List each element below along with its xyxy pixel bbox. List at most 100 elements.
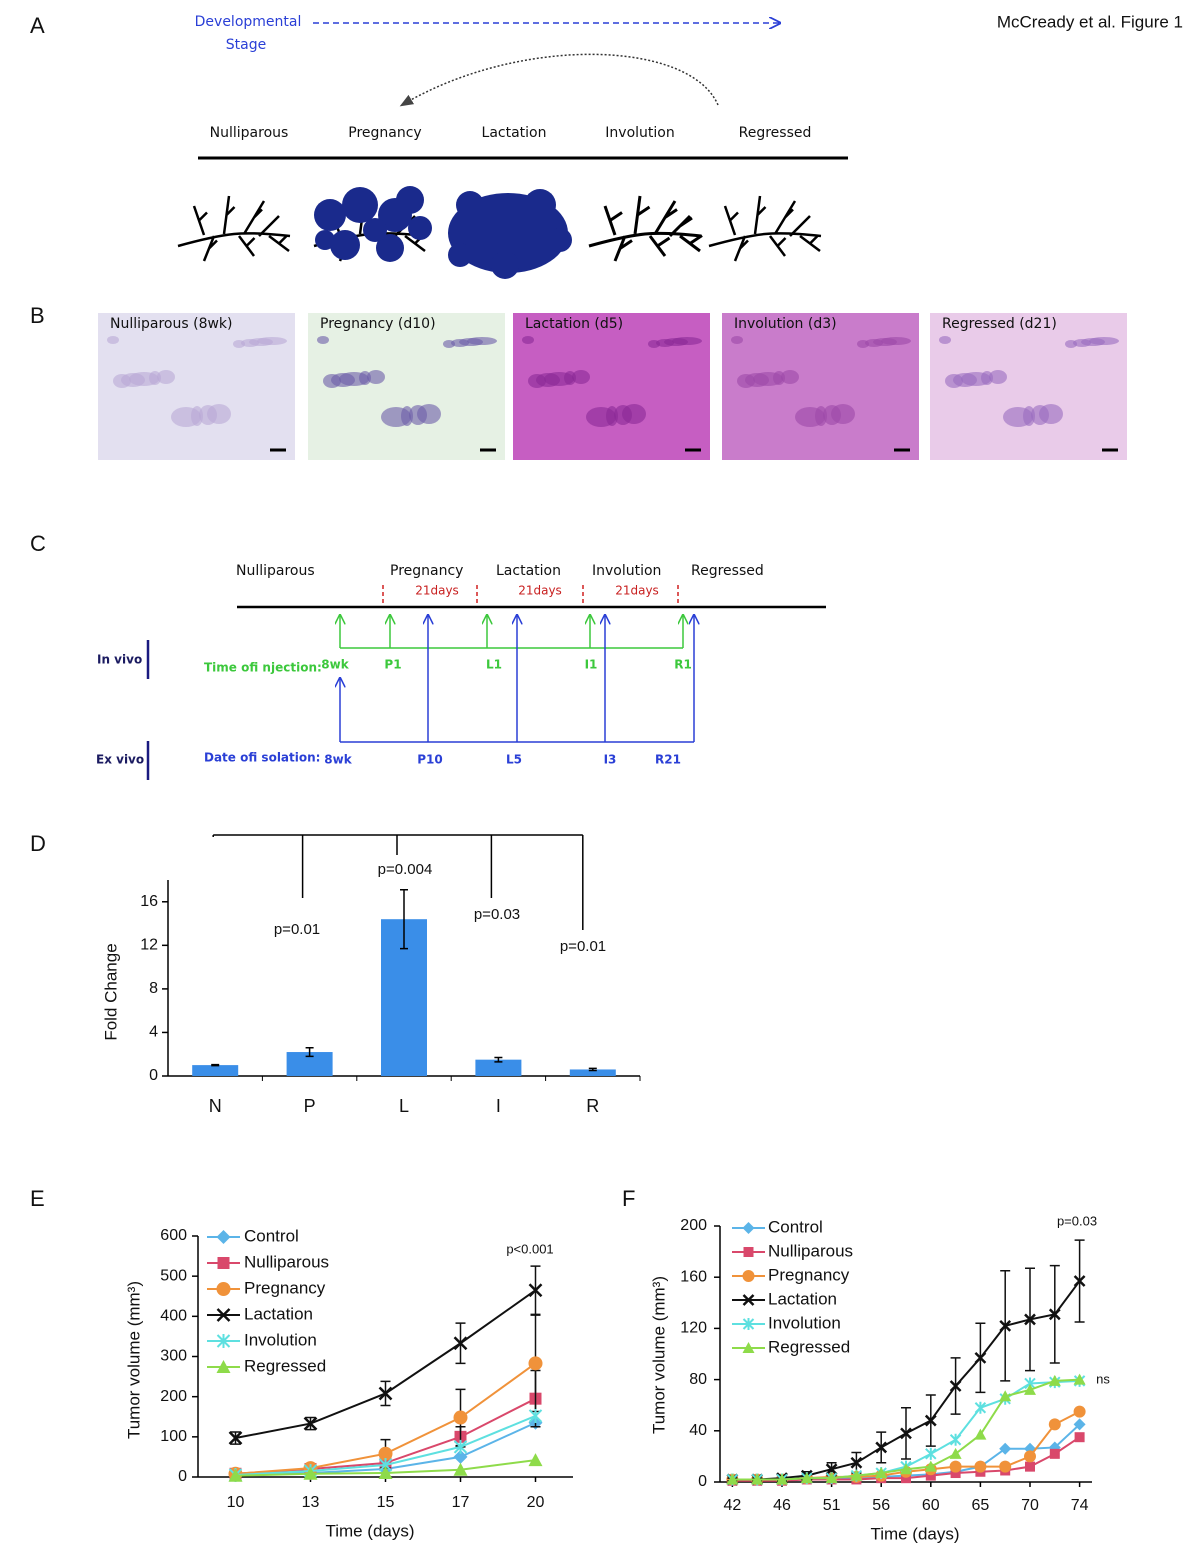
duration: 21days [415, 584, 459, 598]
tissue-blob [939, 336, 951, 344]
tissue-blob [857, 340, 869, 348]
injection-point: L1 [486, 658, 502, 672]
x-tick-label: 74 [1071, 1497, 1089, 1514]
alveolar-cluster [330, 230, 360, 260]
duct-tree [588, 195, 703, 262]
marker [528, 1356, 543, 1371]
marker [999, 1460, 1012, 1473]
marker [924, 1414, 937, 1427]
error-bar [305, 1046, 314, 1058]
panel-label: F [622, 1186, 635, 1211]
x-tick-label: I [496, 1096, 501, 1116]
image-caption: Pregnancy (d10) [320, 316, 436, 332]
marker [742, 1342, 755, 1353]
legend-label: Regressed [768, 1337, 850, 1356]
tissue-blob [451, 339, 469, 347]
stage-name: Involution [605, 125, 674, 141]
stage-name: Nulliparous [236, 563, 315, 579]
in-vivo: In vivo [97, 653, 142, 667]
marker [1073, 1405, 1086, 1418]
marker [216, 1308, 231, 1322]
marker [850, 1456, 863, 1469]
panel-label: A [30, 13, 45, 38]
marker [999, 1319, 1012, 1332]
legend-label: Control [244, 1226, 299, 1245]
marker [228, 1468, 243, 1482]
stage-name: Pregnancy [390, 563, 463, 579]
y-tick-label: 0 [178, 1468, 187, 1485]
tissue-blob [522, 336, 534, 344]
figure-title: McCready et al. Figure 1 [997, 12, 1183, 31]
stage-name: Involution [592, 563, 661, 579]
marker [949, 1460, 962, 1473]
marker [825, 1463, 838, 1476]
panel-label: D [30, 831, 46, 856]
y-axis-label: Fold Change [101, 943, 120, 1040]
bar [475, 1059, 522, 1076]
timeline: Nulliparous Pregnancy Lactation Involution R… [96, 563, 826, 780]
marker [900, 1463, 912, 1475]
alveolar-cluster [524, 189, 556, 221]
tissue-blob [171, 407, 201, 427]
y-tick-label: 120 [680, 1320, 707, 1337]
annotation: p=0.03 [1057, 1213, 1097, 1228]
tissue-blob [409, 405, 427, 425]
x-tick-label: 13 [302, 1494, 320, 1511]
tissue-blob [737, 374, 755, 388]
tissue-blob [1065, 340, 1077, 348]
panel-label: B [30, 303, 45, 328]
alveolar-cluster [491, 251, 519, 279]
stage-name: Regressed [739, 125, 812, 141]
injection-point: P1 [384, 658, 401, 672]
marker [925, 1470, 936, 1481]
marker [378, 1465, 393, 1479]
x-tick-label: 17 [452, 1494, 470, 1511]
y-tick-label: 0 [698, 1473, 707, 1490]
panel-label: C [30, 531, 46, 556]
marker [453, 1336, 468, 1351]
y-tick-label: 8 [149, 980, 158, 997]
image-caption: Lactation (d5) [525, 316, 623, 332]
y-tick-label: 4 [149, 1024, 158, 1041]
x-tick-label: 56 [872, 1497, 890, 1514]
y-axis-label: Tumor volume (mm³) [124, 1281, 143, 1439]
marker [1024, 1313, 1036, 1326]
injection-point: I1 [585, 658, 598, 672]
x-tick-label: 70 [1021, 1497, 1039, 1514]
tissue-blob [317, 336, 329, 344]
x-axis-label: Time (days) [325, 1521, 414, 1540]
stage-label: Developmental [195, 14, 302, 30]
ex-vivo: Ex vivo [96, 753, 144, 767]
error-bar [494, 1056, 503, 1063]
marker [1024, 1450, 1036, 1463]
marker [216, 1230, 231, 1244]
annotation: ns [1096, 1371, 1110, 1386]
alveolar-cluster [448, 243, 472, 267]
cycle-arrow [399, 53, 719, 107]
image-caption: Involution (d3) [734, 316, 837, 332]
y-tick-label: 200 [680, 1217, 707, 1234]
marker [1049, 1448, 1060, 1459]
marker [216, 1282, 231, 1296]
isolation-point: I3 [604, 753, 617, 767]
error-bar [211, 1063, 220, 1067]
y-tick-label: 100 [160, 1428, 187, 1445]
marker [453, 1410, 468, 1425]
marker [949, 1447, 962, 1459]
marker [875, 1467, 888, 1479]
tissue-blob [157, 370, 175, 384]
isolation-point: L5 [506, 753, 522, 767]
marker [974, 1401, 987, 1414]
marker [800, 1472, 813, 1484]
tissue-blob [572, 370, 590, 384]
marker [1024, 1383, 1036, 1395]
marker [528, 1453, 543, 1467]
marker [950, 1468, 961, 1479]
y-tick-label: 500 [160, 1267, 187, 1284]
alveolar-cluster [456, 191, 484, 219]
legend-label: Regressed [244, 1356, 326, 1375]
alveolar-cluster [363, 218, 387, 242]
marker [742, 1318, 755, 1330]
marker [900, 1427, 912, 1440]
